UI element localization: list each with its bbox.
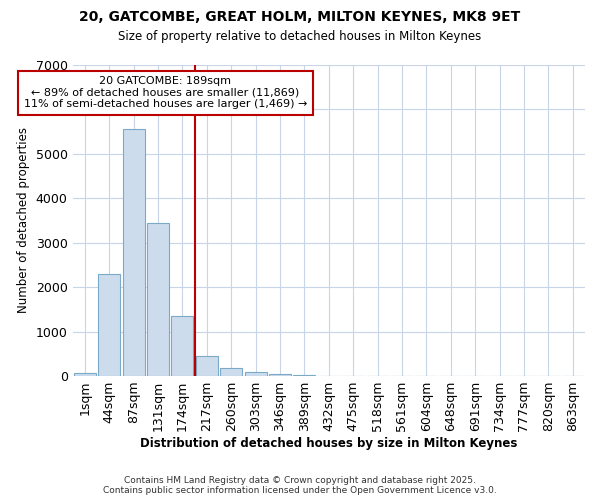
Bar <box>98 274 120 376</box>
Text: 20 GATCOMBE: 189sqm
← 89% of detached houses are smaller (11,869)
11% of semi-de: 20 GATCOMBE: 189sqm ← 89% of detached ho… <box>23 76 307 110</box>
Bar <box>147 222 169 376</box>
Bar <box>245 372 266 376</box>
Bar <box>269 374 291 376</box>
Text: Size of property relative to detached houses in Milton Keynes: Size of property relative to detached ho… <box>118 30 482 43</box>
Bar <box>74 372 96 376</box>
Bar <box>293 374 316 376</box>
X-axis label: Distribution of detached houses by size in Milton Keynes: Distribution of detached houses by size … <box>140 437 517 450</box>
Text: 20, GATCOMBE, GREAT HOLM, MILTON KEYNES, MK8 9ET: 20, GATCOMBE, GREAT HOLM, MILTON KEYNES,… <box>79 10 521 24</box>
Text: Contains HM Land Registry data © Crown copyright and database right 2025.
Contai: Contains HM Land Registry data © Crown c… <box>103 476 497 495</box>
Bar <box>122 130 145 376</box>
Bar <box>172 316 193 376</box>
Bar <box>196 356 218 376</box>
Bar <box>220 368 242 376</box>
Y-axis label: Number of detached properties: Number of detached properties <box>17 128 30 314</box>
